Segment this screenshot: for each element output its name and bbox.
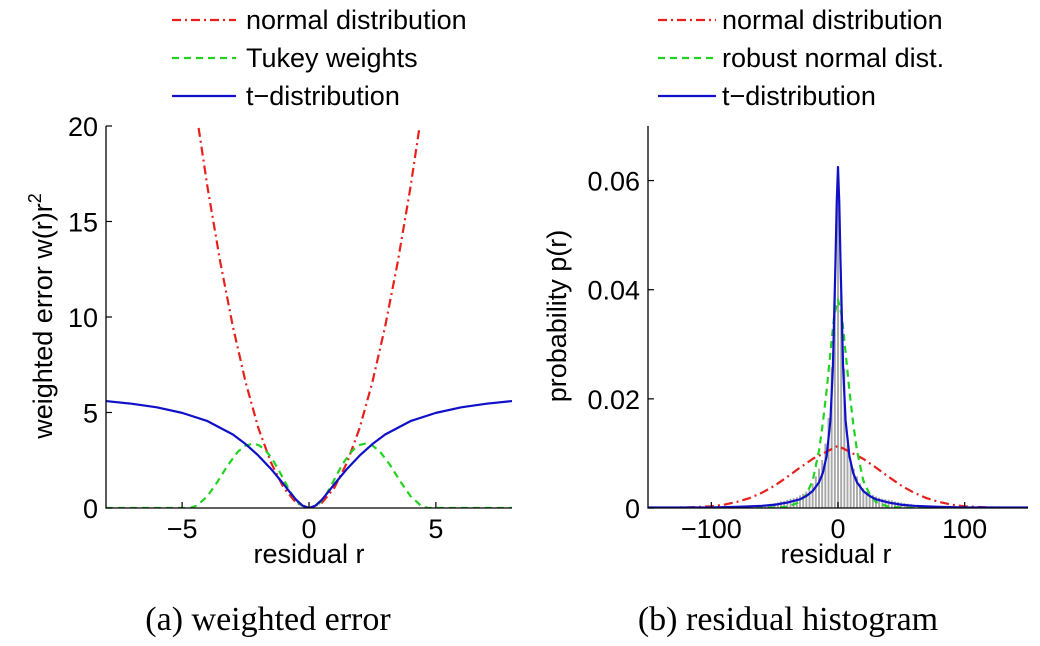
y-tick-label: 5 [83, 399, 98, 429]
histogram-bar [802, 493, 805, 508]
y-tick-label: 20 [68, 112, 98, 142]
histogram-bar [859, 483, 862, 508]
x-axis-label-a: residual r [253, 539, 364, 569]
y-tick-label: 10 [68, 303, 98, 333]
panel-weighted-error: normal distribution Tukey weights t−distri… [25, 5, 512, 638]
x-tick-label: 100 [942, 514, 987, 544]
histogram-bar [871, 494, 874, 508]
legend-label-2: Tukey weights [246, 43, 418, 73]
plot-area-b [648, 165, 1028, 508]
legend-b: normal distribution robust normal dist. t−… [658, 5, 944, 111]
histogram-bar [884, 499, 887, 508]
histogram-bar [814, 476, 817, 508]
histogram-bar [840, 294, 843, 508]
histogram-bar [811, 483, 814, 508]
y-axis-label-a-main: weighted error w(r)r [28, 203, 58, 440]
histogram-bar [783, 500, 786, 508]
histogram-bar [868, 493, 871, 508]
histogram-bar [862, 488, 865, 508]
plot-area-a [106, 127, 512, 508]
histogram-bar [852, 468, 855, 508]
histogram-bar [805, 491, 808, 508]
y-tick-label: 0.04 [587, 276, 640, 306]
histogram-bar [856, 476, 858, 508]
legend-label-3: t−distribution [722, 81, 876, 111]
axes-b: −100 0 100 0 0.02 0.04 0.06 [587, 126, 1028, 544]
histogram-bar [792, 498, 795, 508]
legend-a: normal distribution Tukey weights t−distri… [172, 5, 467, 111]
histogram-bar [849, 463, 852, 508]
y-axis-label-a-sup: 2 [25, 193, 45, 203]
x-axis-label-b: residual r [780, 539, 891, 569]
histogram-bar [824, 443, 827, 508]
x-tick-label: −100 [681, 514, 742, 544]
series-line-3 [648, 165, 1028, 508]
histogram-bar [827, 417, 830, 508]
histogram-bar [865, 491, 868, 508]
histogram-bar [878, 497, 881, 508]
x-tick-label: 0 [301, 514, 316, 544]
y-tick-label: 0 [625, 494, 640, 524]
series-line-2 [106, 442, 512, 508]
legend-label-3: t−distribution [246, 81, 400, 111]
y-tick-label: 0 [83, 494, 98, 524]
histogram-bar [799, 495, 801, 508]
panel-residual-histogram: normal distribution robust normal dist. t−… [542, 5, 1028, 638]
histogram-bar [821, 459, 824, 508]
y-tick-label: 0.02 [587, 385, 640, 415]
legend-label-1: normal distribution [246, 5, 467, 35]
histogram-bar [830, 367, 833, 508]
histogram-bar [843, 368, 846, 508]
x-tick-label: 0 [830, 514, 845, 544]
y-tick-label: 15 [68, 208, 98, 238]
legend-label-2: robust normal dist. [722, 43, 944, 73]
series-line-3 [106, 399, 512, 508]
x-tick-label: 5 [428, 514, 443, 544]
histogram-bar [846, 445, 849, 508]
legend-label-1: normal distribution [722, 5, 943, 35]
histogram-bar [833, 290, 836, 508]
y-tick-label: 0.06 [587, 167, 640, 197]
axis-lines [105, 126, 512, 509]
histogram-bar [881, 498, 884, 508]
histogram-bar [887, 499, 890, 508]
histogram-bar [837, 175, 839, 508]
axes-a: −5 0 5 0 5 10 15 20 [68, 112, 512, 544]
y-axis-label-a: weighted error w(r)r2 [25, 193, 58, 440]
caption-b: (b) residual histogram [638, 601, 938, 638]
series-line-1 [197, 127, 421, 508]
histogram-bar [808, 489, 811, 508]
histogram-bar [786, 499, 789, 508]
y-axis-label-b: probability p(r) [542, 230, 572, 403]
histogram-bar [789, 498, 792, 508]
caption-a: (a) weighted error [145, 601, 391, 638]
x-tick-label: −5 [167, 514, 198, 544]
histogram-bar [818, 468, 820, 508]
series-line-1 [648, 444, 1028, 508]
